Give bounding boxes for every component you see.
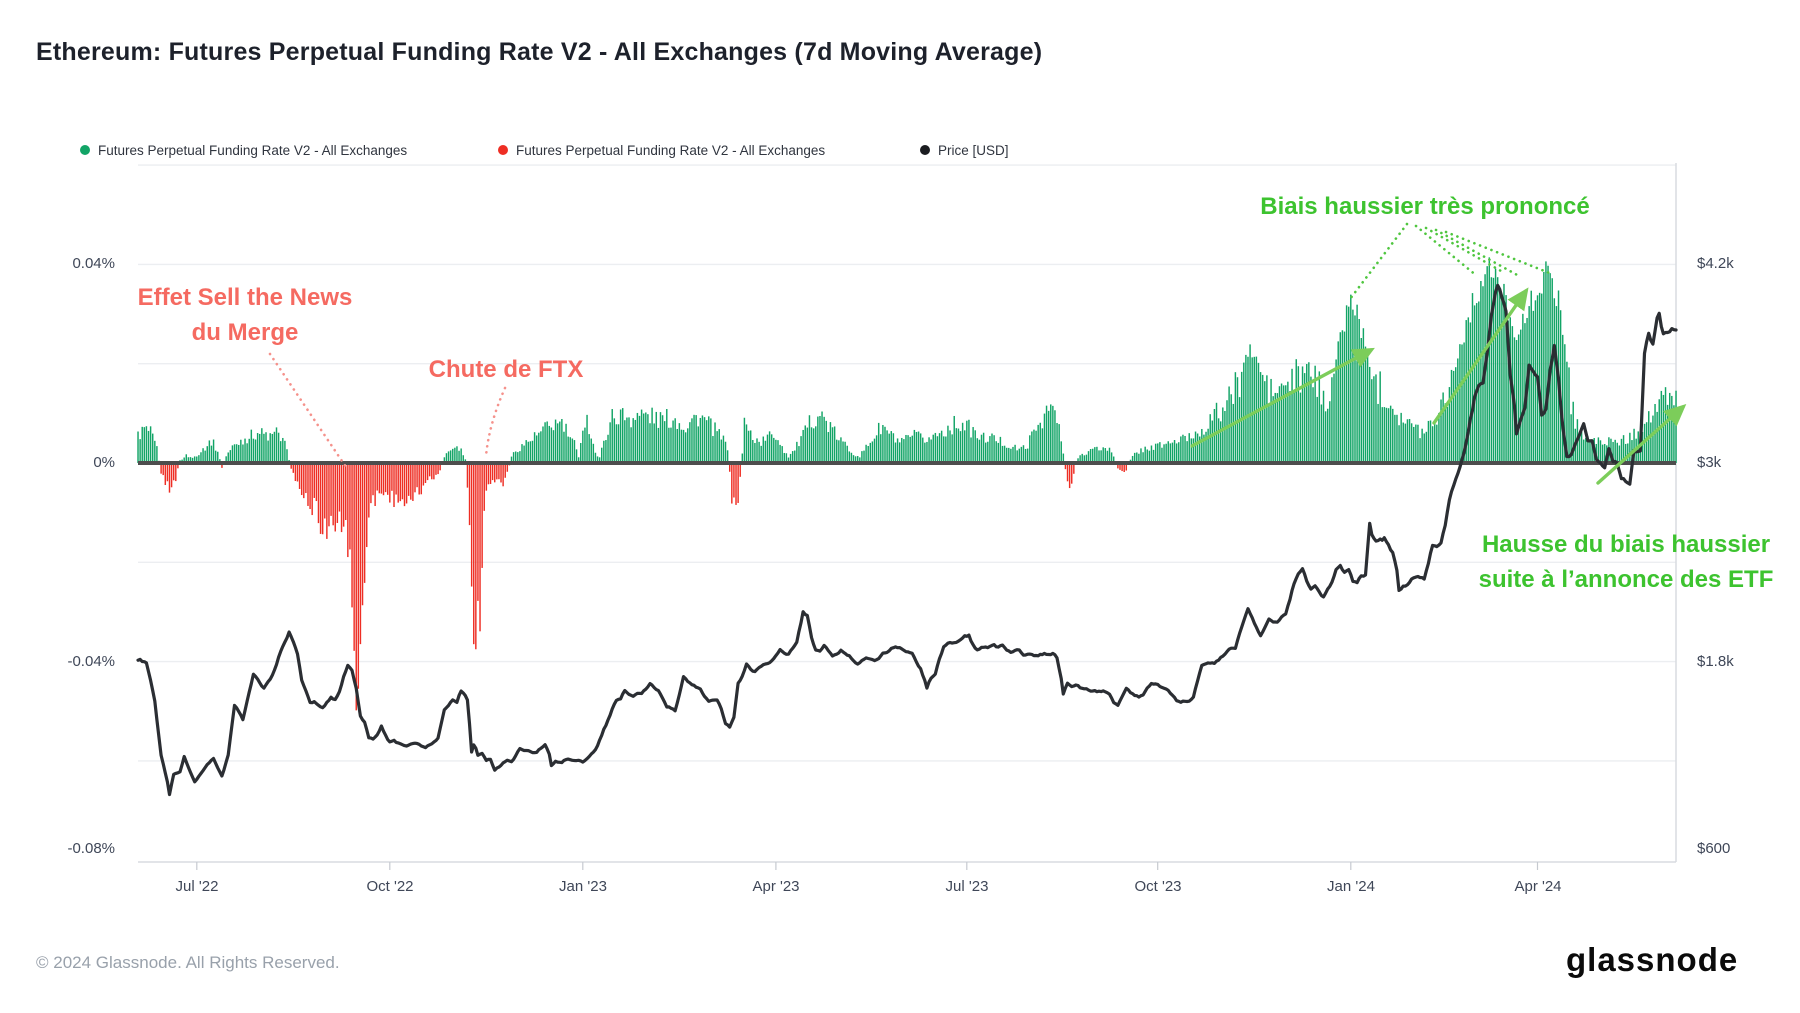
annotation-bullish-bias-text: Biais haussier très prononcé <box>1260 193 1590 220</box>
annotation-ftx-text: Chute de FTX <box>428 356 584 383</box>
x-tick-label: Jul '22 <box>175 878 219 895</box>
legend-label: Futures Perpetual Funding Rate V2 - All … <box>98 142 408 158</box>
legend-dot-red-icon <box>498 145 508 155</box>
annotation-bullish-bias: Biais haussier très prononcé <box>1260 189 1589 224</box>
gridlines <box>138 163 1677 870</box>
x-tick-label: Oct '22 <box>366 878 414 895</box>
y-right-tick-label: $3k <box>1697 454 1722 471</box>
zero-line <box>138 461 1676 465</box>
y-right-tick-label: $4.2k <box>1697 255 1734 273</box>
annotation-etf: Hausse du biais haussier suite à l’annon… <box>1479 527 1774 597</box>
y-left-tick-label: -0.04% <box>67 652 115 670</box>
x-tick-label: Jan '24 <box>1327 878 1375 895</box>
legend-label: Price [USD] <box>938 142 1009 158</box>
annotation-etf-line2: suite à l’annonce des ETF <box>1478 566 1774 593</box>
legend-dot-black-icon <box>920 145 930 155</box>
annotation-ftx: Chute de FTX <box>429 352 584 387</box>
legend-item-funding-negative[interactable]: Futures Perpetual Funding Rate V2 - All … <box>498 142 825 158</box>
x-tick-label: Apr '24 <box>1514 878 1562 895</box>
annotation-arrows-and-leaders <box>268 222 1687 485</box>
legend-dot-green-icon <box>80 145 90 155</box>
glassnode-logo: glassnode <box>1566 941 1739 978</box>
copyright-text: © 2024 Glassnode. All Rights Reserved. <box>36 953 340 972</box>
x-tick-label: Oct '23 <box>1134 878 1182 895</box>
price-line <box>136 283 1678 797</box>
y-left-tick-label: 0% <box>93 454 115 471</box>
y-right-tick-label: $1.8k <box>1697 652 1734 670</box>
annotation-merge-line1: Effet Sell the News <box>137 284 353 311</box>
annotation-merge-line2: du Merge <box>191 319 299 346</box>
annotation-merge: Effet Sell the News du Merge <box>138 280 353 350</box>
x-tick-label: Jul '23 <box>945 878 989 895</box>
y-right-tick-label: $600 <box>1697 840 1731 857</box>
funding-rate-bars <box>137 257 1677 711</box>
annotation-etf-line1: Hausse du biais haussier <box>1481 531 1771 558</box>
legend-item-price[interactable]: Price [USD] <box>920 142 1009 158</box>
legend-item-funding-positive[interactable]: Futures Perpetual Funding Rate V2 - All … <box>80 142 407 158</box>
x-tick-label: Apr '23 <box>752 878 800 895</box>
legend-label: Futures Perpetual Funding Rate V2 - All … <box>516 142 826 158</box>
y-left-tick-label: -0.08% <box>67 840 115 857</box>
x-tick-label: Jan '23 <box>559 878 607 895</box>
page-title: Ethereum: Futures Perpetual Funding Rate… <box>36 38 1043 66</box>
y-left-tick-label: 0.04% <box>72 255 115 273</box>
